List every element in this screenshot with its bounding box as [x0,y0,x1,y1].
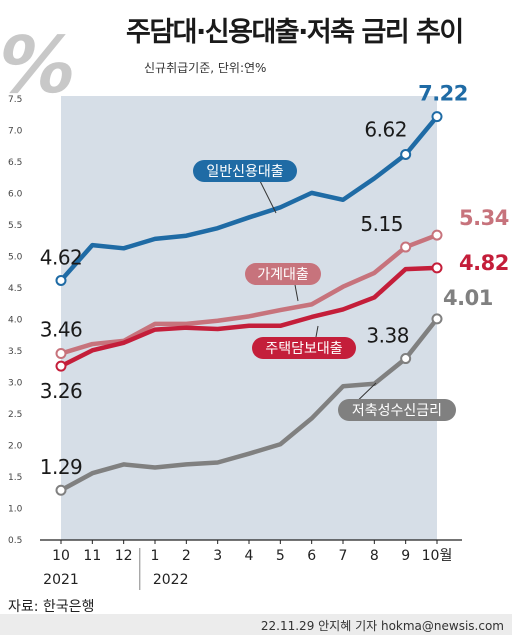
series-line [58,114,440,283]
x-tick-label: 6 [307,548,316,564]
y-tick-label: 4.0 [8,316,23,326]
series-marker [55,348,67,360]
source-note: 자료: 한국은행 [8,599,95,615]
y-tick-label: 1.0 [8,505,23,515]
y-tick-label: 6.5 [8,158,22,168]
series-marker [400,241,412,253]
data-label: 5.34 [459,206,509,230]
data-label: 7.22 [418,82,468,106]
y-tick-label: 7.0 [8,127,23,137]
x-tick-label: 3 [213,548,222,564]
series-marker [431,313,443,325]
x-tick-label: 9 [401,548,410,564]
series-marker [400,353,412,365]
data-label: 1.29 [40,455,83,479]
x-tick-label: 10월 [422,548,453,564]
y-tick-label: 2.5 [8,410,22,420]
y-tick-label: 3.5 [8,347,22,357]
footer-bar: 22.11.29 안지혜 기자 hokma@newsis.com [0,614,512,635]
x-tick-label: 2 [182,548,191,564]
series-tag [245,263,321,285]
series-marker [400,148,412,160]
series-group [55,111,443,496]
x-tick-label: 8 [370,548,379,564]
series-tag-label: 가계대출 [257,267,309,283]
series-tag-label: 일반신용대출 [206,164,283,180]
data-label: 6.62 [364,117,407,141]
y-tick-label: 1.5 [8,473,22,483]
y-tick-label: 0.5 [8,536,22,546]
series-marker [431,229,443,241]
data-label: 4.01 [443,286,493,310]
page-title: 주담대·신용대출·저축 금리 추이 [126,17,464,48]
series-marker [55,274,67,286]
y-tick-label: 4.5 [8,284,22,294]
y-tick-label: 6.0 [8,190,23,200]
series-tag [193,160,297,182]
data-labels: 4.62 6.62 7.22 3.46 5.15 5.34 3.26 4.82 1.29 3.38… [40,82,510,480]
data-label: 3.46 [40,318,83,342]
x-tick-label: 12 [115,548,133,564]
series-tag [252,337,356,359]
x-tick-label: 7 [339,548,348,564]
x-tick-label: 5 [276,548,285,564]
series-marker [55,484,67,496]
data-label: 3.26 [40,379,83,403]
x-tick-label: 4 [245,548,254,564]
year-label: 2021 [43,572,79,588]
x-tick-label: 1 [151,548,160,564]
series-tag-label: 저축성수신금리 [352,403,442,419]
series-marker [55,360,67,372]
data-label: 3.38 [366,324,409,348]
series-line [58,316,440,493]
data-label: 5.15 [360,212,403,236]
y-tick-label: 5.0 [8,253,23,263]
series-marker [431,262,443,274]
x-tick-label: 10 [52,548,70,564]
y-tick-label: 2.0 [8,442,23,452]
page-subtitle: 신규취급기준, 단위:연% [144,61,267,75]
series-marker [431,111,443,123]
year-label: 2022 [153,572,189,588]
data-label: 4.62 [40,245,83,269]
data-label: 4.82 [459,251,509,275]
y-axis: 0.5 1.0 1.5 2.0 2.5 3.0 3.5 4.0 4.5 5.0 5.5 6.0 6.5 7… [8,95,23,546]
y-tick-label: 3.0 [8,379,23,389]
y-tick-label: 7.5 [8,95,22,105]
series-line [58,265,440,369]
credit-line: 22.11.29 안지혜 기자 hokma@newsis.com [260,619,504,633]
y-tick-label: 5.5 [8,221,22,231]
series-tag [338,399,456,421]
x-tick-label: 11 [83,548,101,564]
series-tag-label: 주택담보대출 [265,341,342,357]
